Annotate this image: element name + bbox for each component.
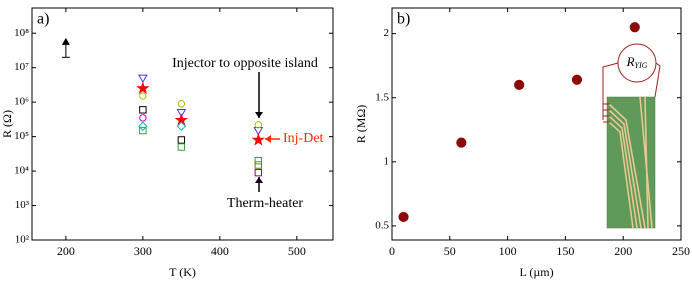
marker xyxy=(137,74,148,84)
inset-label: RYIG xyxy=(626,54,648,70)
marker xyxy=(254,161,263,169)
annotation: Therm-heater xyxy=(227,196,304,211)
inset-image: RYIG xyxy=(602,43,661,229)
inset-circuit xyxy=(602,43,661,123)
marker xyxy=(254,168,263,177)
inset-label-main: R xyxy=(626,54,635,69)
marker xyxy=(136,81,150,95)
marker xyxy=(398,211,409,223)
marker xyxy=(139,106,147,114)
x-tick-label: 100 xyxy=(499,244,517,258)
marker xyxy=(251,132,266,146)
marker xyxy=(571,74,583,85)
marker xyxy=(177,100,186,108)
marker xyxy=(139,114,147,122)
plot-frame xyxy=(391,7,682,241)
x-tick-label: 200 xyxy=(57,244,75,258)
marker xyxy=(138,121,148,131)
y-tick-label: 10⁵ xyxy=(14,130,29,142)
y-tick-label: 10⁶ xyxy=(14,96,29,108)
limit-arrow-head xyxy=(61,37,70,45)
inset-border xyxy=(606,96,656,229)
panel-label: a) xyxy=(37,11,49,28)
x-tick-label: 50 xyxy=(444,244,456,258)
y-tick-label: 10⁴ xyxy=(14,165,29,177)
inset-label-sub: YIG xyxy=(635,61,648,70)
inset-wires xyxy=(608,96,653,229)
y-tick-label: 10² xyxy=(15,234,30,246)
x-tick-label: 300 xyxy=(134,244,152,258)
marker xyxy=(254,157,263,165)
y-tick-label: 1 xyxy=(384,155,390,167)
x-tick-label: 200 xyxy=(614,244,632,258)
y-tick-label: 0.5 xyxy=(375,219,389,231)
y-tick-label: 10⁸ xyxy=(14,27,29,39)
x-tick-label: 150 xyxy=(556,244,574,258)
y-tick-label: 10³ xyxy=(15,199,30,211)
annotation-arrow-head xyxy=(255,177,263,183)
panel-label: b) xyxy=(397,11,410,28)
annotation-arrow-head xyxy=(265,135,271,143)
x-tick-label: 400 xyxy=(211,244,229,258)
marker xyxy=(174,113,189,126)
plot-frame xyxy=(31,7,334,241)
x-tick-label: 500 xyxy=(288,244,306,258)
y-axis-label: R (Ω) xyxy=(0,110,14,138)
annotation: Inj-Det xyxy=(283,131,324,146)
x-tick-label: 0 xyxy=(389,244,395,258)
marker xyxy=(177,136,186,144)
marker xyxy=(139,126,147,135)
x-axis-label: T (K) xyxy=(169,265,196,279)
x-tick-label: 250 xyxy=(672,244,690,258)
annotation: Injector to opposite island xyxy=(172,56,318,71)
y-tick-label: 10⁷ xyxy=(14,61,29,73)
marker xyxy=(456,137,467,148)
marker xyxy=(139,92,147,100)
y-tick-label: 2 xyxy=(384,27,390,39)
y-axis-label: R (MΩ) xyxy=(354,105,368,144)
marker xyxy=(629,22,640,33)
marker xyxy=(177,143,186,151)
marker xyxy=(254,121,263,129)
marker xyxy=(514,79,525,91)
y-tick-label: 1.5 xyxy=(375,91,389,103)
marker xyxy=(176,121,187,131)
annotation-arrow-head xyxy=(255,112,263,118)
x-axis-label: L (µm) xyxy=(519,265,553,279)
marker xyxy=(176,109,187,118)
